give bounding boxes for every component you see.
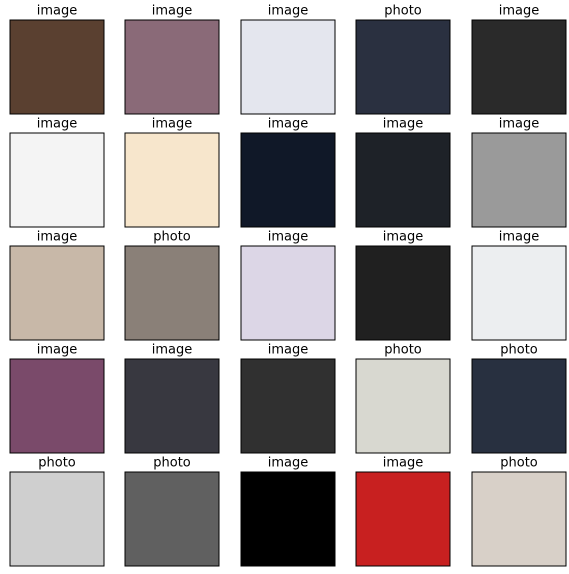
thumbnail xyxy=(9,245,105,341)
tile-label: image xyxy=(499,4,540,19)
thumbnail xyxy=(9,358,105,454)
tile-label: photo xyxy=(384,343,422,358)
tile-label: image xyxy=(268,4,309,19)
tile-label: image xyxy=(37,343,78,358)
thumbnail xyxy=(240,245,336,341)
thumbnail xyxy=(471,245,567,341)
thumbnail xyxy=(355,245,451,341)
thumbnail xyxy=(355,132,451,228)
tile-label: image xyxy=(268,230,309,245)
thumbnail xyxy=(355,19,451,115)
thumbnail xyxy=(9,471,105,567)
thumbnail xyxy=(471,19,567,115)
tile-label: image xyxy=(152,4,193,19)
tile-label: photo xyxy=(38,456,76,471)
tile-label: image xyxy=(383,456,424,471)
tile-label: image xyxy=(499,117,540,132)
thumbnail xyxy=(471,471,567,567)
tile-label: image xyxy=(268,117,309,132)
thumbnail xyxy=(240,132,336,228)
thumbnail xyxy=(240,358,336,454)
thumbnail xyxy=(240,471,336,567)
thumbnail xyxy=(124,245,220,341)
tile-label: image xyxy=(268,456,309,471)
tile-label: image xyxy=(383,117,424,132)
tile-label: image xyxy=(499,230,540,245)
thumbnail xyxy=(355,358,451,454)
tile-label: image xyxy=(37,230,78,245)
thumbnail xyxy=(9,132,105,228)
thumbnail xyxy=(471,132,567,228)
tile-label: photo xyxy=(153,456,191,471)
thumbnail xyxy=(471,358,567,454)
tile-label: image xyxy=(383,230,424,245)
tile-label: photo xyxy=(384,4,422,19)
tile-label: image xyxy=(37,4,78,19)
thumbnail xyxy=(355,471,451,567)
tile-label: photo xyxy=(500,343,538,358)
tile-label: image xyxy=(152,117,193,132)
tile-label: image xyxy=(268,343,309,358)
tile-label: photo xyxy=(153,230,191,245)
tile-label: image xyxy=(152,343,193,358)
tile-label: image xyxy=(37,117,78,132)
thumbnail xyxy=(124,19,220,115)
thumbnail xyxy=(240,19,336,115)
thumbnail xyxy=(124,358,220,454)
thumbnail xyxy=(124,132,220,228)
thumbnail xyxy=(124,471,220,567)
thumbnail xyxy=(9,19,105,115)
tile-label: photo xyxy=(500,456,538,471)
